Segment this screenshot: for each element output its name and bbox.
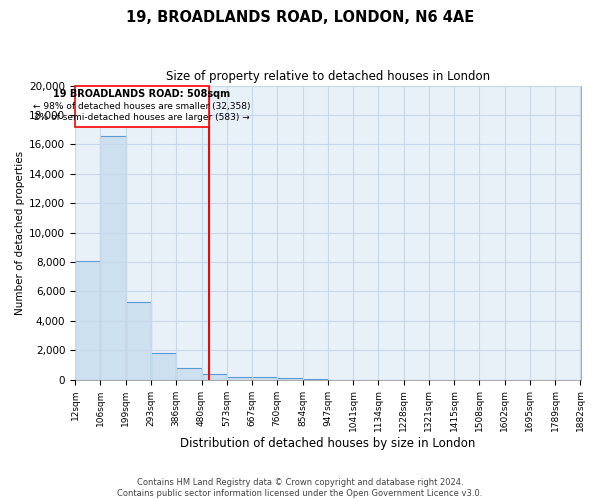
X-axis label: Distribution of detached houses by size in London: Distribution of detached houses by size … xyxy=(180,437,475,450)
Y-axis label: Number of detached properties: Number of detached properties xyxy=(15,150,25,314)
Bar xyxy=(277,378,302,380)
Bar xyxy=(100,136,125,380)
Title: Size of property relative to detached houses in London: Size of property relative to detached ho… xyxy=(166,70,490,83)
Bar xyxy=(302,379,328,380)
Bar xyxy=(125,302,151,380)
Bar xyxy=(176,368,202,380)
Text: 19 BROADLANDS ROAD: 508sqm: 19 BROADLANDS ROAD: 508sqm xyxy=(53,89,230,99)
FancyBboxPatch shape xyxy=(75,86,209,126)
Text: Contains HM Land Registry data © Crown copyright and database right 2024.
Contai: Contains HM Land Registry data © Crown c… xyxy=(118,478,482,498)
Text: 19, BROADLANDS ROAD, LONDON, N6 4AE: 19, BROADLANDS ROAD, LONDON, N6 4AE xyxy=(126,10,474,25)
Bar xyxy=(151,353,176,380)
Bar xyxy=(227,376,252,380)
Text: 2% of semi-detached houses are larger (583) →: 2% of semi-detached houses are larger (5… xyxy=(34,113,250,122)
Text: ← 98% of detached houses are smaller (32,358): ← 98% of detached houses are smaller (32… xyxy=(34,102,251,110)
Bar xyxy=(202,374,227,380)
Bar xyxy=(252,378,277,380)
Bar xyxy=(75,260,100,380)
